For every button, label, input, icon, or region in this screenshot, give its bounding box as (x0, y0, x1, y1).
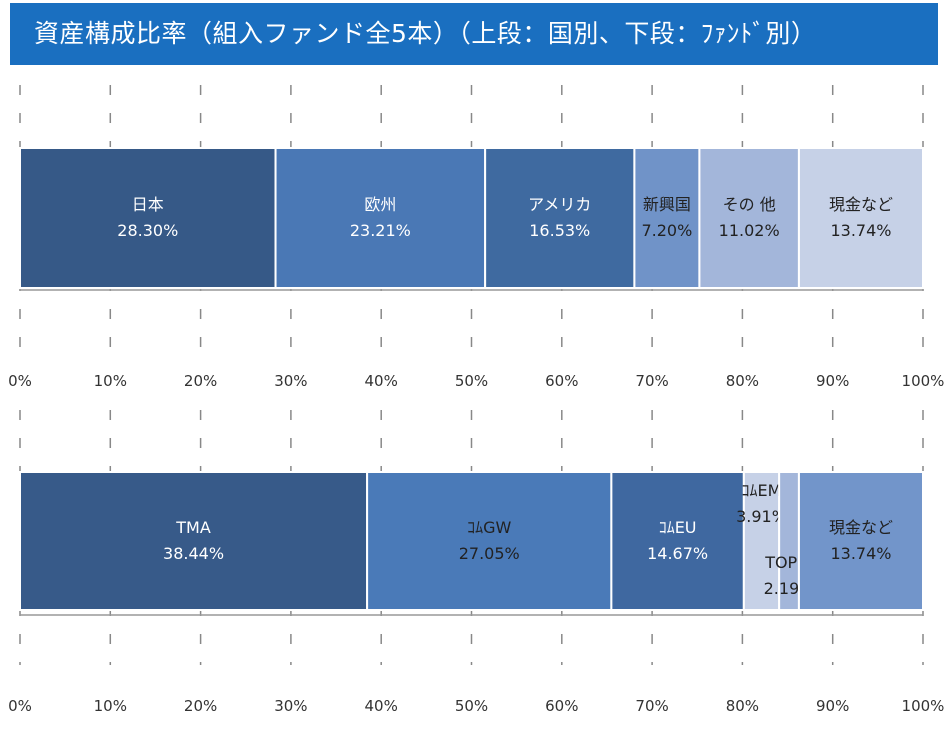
segment-value: 14.67% (647, 544, 708, 563)
tick-label: 60% (545, 697, 578, 715)
tick-label: 90% (816, 372, 849, 390)
segment-label: アメリカ (528, 195, 591, 214)
tick-label: 0% (8, 372, 32, 390)
segment-label: その 他 (723, 195, 776, 214)
tick-label: 0% (8, 697, 32, 715)
bar-segment (698, 147, 800, 289)
segment-value: 27.05% (459, 544, 520, 563)
bar-segment (797, 471, 924, 611)
tick-label: 70% (635, 697, 668, 715)
bar-segment (742, 471, 781, 611)
tick-label: 40% (365, 697, 398, 715)
bar-segment (484, 147, 636, 289)
tick-label: 90% (816, 697, 849, 715)
tick-label: 70% (635, 372, 668, 390)
segment-value: 7.20% (641, 221, 692, 240)
bar-segment (19, 471, 369, 611)
segment-label: TMA (175, 518, 211, 537)
segment-label: 現金など (829, 195, 893, 214)
tick-label: 10% (94, 697, 127, 715)
segment-label: 日本 (132, 195, 164, 214)
segment-value: 16.53% (529, 221, 590, 240)
bar-segment (274, 147, 487, 289)
bar-segment (366, 471, 613, 611)
tick-label: 80% (726, 697, 759, 715)
tick-label: 30% (274, 372, 307, 390)
tick-label: 20% (184, 697, 217, 715)
segment-label: 欧州 (364, 195, 396, 214)
segment-value: 11.02% (719, 221, 780, 240)
chart-title: 資産構成比率（組入ファンド全5本）（上段：国別、下段：ﾌｧﾝﾄﾞ別） (10, 3, 938, 65)
segment-value: 28.30% (117, 221, 178, 240)
segment-value: 23.21% (350, 221, 411, 240)
tick-label: 100% (902, 372, 945, 390)
bar-segment (633, 147, 701, 289)
segment-label: ｺﾑGW (467, 518, 511, 537)
bar-segment (610, 471, 745, 611)
tick-label: 40% (365, 372, 398, 390)
segment-label: 新興国 (643, 195, 691, 214)
segment-label: 現金など (829, 518, 893, 537)
segment-value: 13.74% (830, 544, 891, 563)
segment-label: ｺﾑEM (742, 481, 782, 500)
bar-segment (19, 147, 277, 289)
tick-label: 20% (184, 372, 217, 390)
tick-label: 50% (455, 697, 488, 715)
tick-label: 50% (455, 372, 488, 390)
tick-label: 80% (726, 372, 759, 390)
segment-value: 38.44% (163, 544, 224, 563)
tick-label: 10% (94, 372, 127, 390)
tick-label: 30% (274, 697, 307, 715)
tick-label: 100% (902, 697, 945, 715)
segment-value: 3.91% (736, 507, 787, 526)
tick-label: 60% (545, 372, 578, 390)
bar-segment (797, 147, 924, 289)
segment-value: 13.74% (830, 221, 891, 240)
segment-label: ｺﾑEU (659, 518, 697, 537)
